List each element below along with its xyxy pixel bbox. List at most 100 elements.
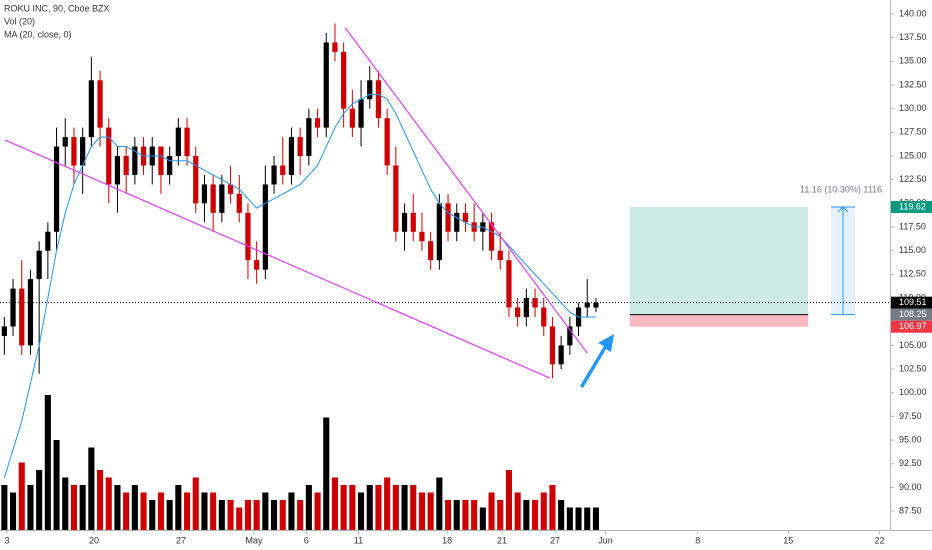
candle-body [227, 184, 234, 194]
price-tag [891, 320, 932, 333]
candle-body [558, 345, 564, 365]
volume-bar [462, 500, 469, 530]
candle-body [132, 146, 138, 175]
candle-body [497, 250, 503, 261]
candle-body [201, 184, 208, 204]
price-tag-label: 119.62 [899, 201, 926, 211]
volume-bar [445, 500, 452, 530]
y-tick-label: 95.00 [899, 434, 922, 444]
y-tick-label: 117.50 [899, 221, 926, 231]
candle-body [184, 127, 190, 157]
y-tick-label: 87.50 [899, 505, 922, 515]
volume-bar [514, 492, 521, 530]
volume-bar [549, 485, 556, 530]
candle-body [584, 302, 590, 308]
volume-bar [18, 462, 25, 530]
volume-bar [262, 492, 269, 530]
trendline [344, 27, 588, 354]
volume-bar [531, 500, 539, 530]
volume-bar [131, 485, 138, 530]
volume-bar [62, 477, 69, 530]
candle-body [262, 184, 268, 270]
candle-body [341, 51, 347, 109]
x-tick-label: 8 [695, 535, 700, 545]
y-tick-label: 115.00 [899, 245, 926, 255]
volume-bar [497, 500, 504, 530]
volume-bar [584, 507, 591, 530]
price-tag-label: 109.51 [899, 297, 927, 307]
candle-body [158, 146, 164, 175]
x-tick-label: Jun [598, 535, 613, 545]
candle-body [410, 212, 416, 232]
indicator-label: MA (20, close, 0) [4, 29, 72, 39]
candle-body [236, 193, 242, 213]
candle-body [280, 165, 286, 175]
candle-body [114, 156, 121, 185]
volume-bar [140, 492, 147, 530]
candle-body [488, 222, 495, 251]
volume-bar [175, 485, 182, 530]
candle-body [219, 184, 225, 213]
candle-body [1, 326, 7, 336]
volume-bar [70, 485, 77, 530]
candle-body [332, 42, 338, 52]
x-tick-label: May [246, 535, 264, 545]
y-tick-label: 100.00 [899, 387, 927, 397]
volume-bar [1, 485, 8, 530]
volume-bar [427, 492, 434, 530]
volume-bar [279, 500, 286, 530]
price-tag [891, 200, 932, 213]
y-tick-label: 102.50 [899, 363, 927, 373]
candle-body [297, 137, 303, 157]
candle-body [462, 212, 469, 223]
candle-body [97, 80, 103, 128]
candle-body [245, 212, 251, 261]
candle-body [10, 288, 16, 327]
volume-bar [305, 485, 312, 530]
price-tag-label: 108.25 [899, 309, 927, 319]
volume-bar [244, 500, 251, 530]
y-tick-label: 135.00 [899, 56, 927, 66]
candle-body [36, 250, 42, 280]
volume-bar [166, 500, 173, 530]
candle-body [271, 165, 277, 185]
candle-body [532, 298, 538, 308]
volume-bar [97, 470, 104, 530]
volume-bar [340, 485, 347, 530]
candle-body [375, 80, 382, 119]
x-tick-label: 6 [304, 535, 309, 545]
indicator-label: Vol (20) [4, 16, 35, 26]
volume-bar [436, 477, 443, 530]
y-tick-label: 137.50 [899, 32, 927, 42]
target-zone [629, 206, 809, 315]
volume-bar [79, 485, 86, 530]
volume-bar [575, 507, 582, 530]
candle-body [445, 203, 451, 232]
volume-bar [558, 500, 565, 530]
candle-body [515, 307, 521, 317]
volume-bar [392, 485, 399, 530]
volume-bar [384, 477, 391, 530]
candle-body [288, 137, 295, 175]
arrow [580, 334, 614, 388]
candle-body [19, 288, 25, 346]
x-tick-label: 18 [442, 535, 452, 545]
x-tick-label: 21 [497, 535, 507, 545]
candle-body [436, 203, 442, 261]
y-tick-label: 130.00 [899, 103, 927, 113]
candle-body [523, 298, 529, 317]
volume-bar [479, 507, 486, 530]
candle-body [349, 108, 355, 128]
candle-body [358, 99, 364, 128]
candle-body [454, 212, 460, 232]
volume-bar [114, 485, 121, 530]
candle-body [567, 326, 573, 346]
volume-bar [375, 485, 382, 530]
candle-body [401, 212, 408, 232]
price-tag [891, 296, 932, 309]
candle-body [419, 231, 425, 242]
candle-body [175, 127, 181, 157]
candle-body [53, 146, 60, 232]
candle-body [27, 279, 34, 346]
